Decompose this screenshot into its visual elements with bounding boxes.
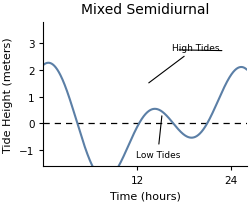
Title: Mixed Semidiurnal: Mixed Semidiurnal: [81, 3, 209, 17]
Text: Low Tides: Low Tides: [136, 116, 180, 159]
Text: High Tides: High Tides: [149, 44, 220, 83]
Y-axis label: Tide Height (meters): Tide Height (meters): [4, 37, 14, 152]
X-axis label: Time (hours): Time (hours): [110, 191, 180, 201]
